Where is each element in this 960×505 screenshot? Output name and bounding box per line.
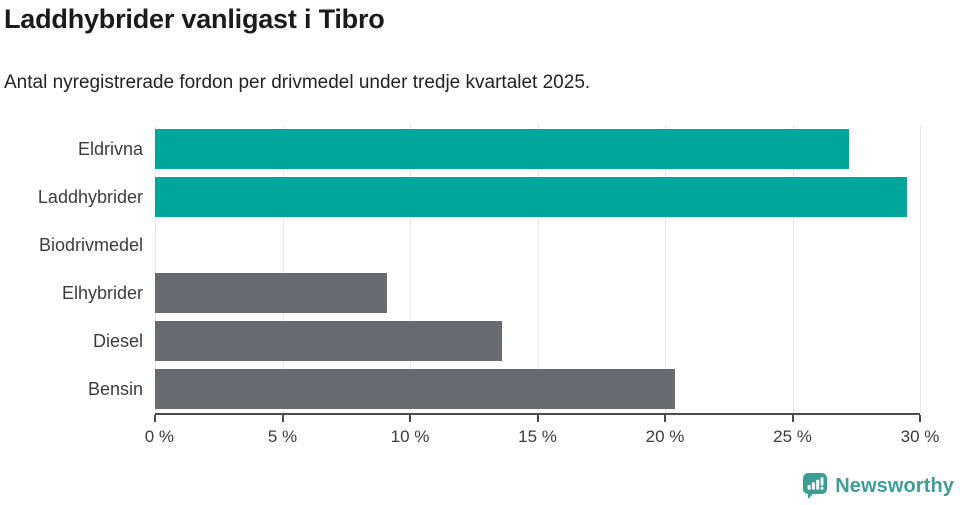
axis-tick-label: 15 % <box>518 427 557 446</box>
chart-title: Laddhybrider vanligast i Tibro <box>4 4 385 34</box>
gridline <box>792 125 794 413</box>
bar-chart: Eldrivna Laddhybrider Biodrivmedel Elhybrid… <box>0 125 939 449</box>
gridline <box>410 125 411 413</box>
axis-tick <box>664 415 666 422</box>
newsworthy-bubble-chart-icon <box>803 473 828 499</box>
axis-tick <box>919 415 921 422</box>
gridline <box>665 125 666 413</box>
bar-bensin <box>155 369 676 409</box>
bar-laddhybrider <box>155 177 908 217</box>
newsworthy-wordmark: Newsworthy <box>835 474 954 497</box>
gridline <box>920 125 921 413</box>
chart-subtitle: Antal nyregistrerade fordon per drivmede… <box>4 72 591 93</box>
axis-tick-label: 10 % <box>390 427 430 446</box>
axis-tick <box>281 415 284 422</box>
y-axis-labels: Eldrivna Laddhybrider Biodrivmedel Elhybrid… <box>0 125 155 413</box>
axis-tick <box>154 415 156 422</box>
category-label: Biodrivmedel <box>38 234 143 255</box>
bar-row <box>155 173 920 221</box>
category-label: Elhybrider <box>61 282 143 303</box>
bar-row <box>155 269 920 317</box>
gridline <box>537 125 539 413</box>
axis-tick-label: 30 % <box>900 427 940 446</box>
axis-tick-label: 5 % <box>267 427 298 446</box>
bar-row <box>155 317 920 365</box>
category-label: Bensin <box>87 378 143 399</box>
bar-elhybrider <box>155 273 388 313</box>
gridlines <box>155 125 921 413</box>
axis-tick-label: 25 % <box>773 427 812 446</box>
bar-row <box>155 365 920 413</box>
category-label: Laddhybrider <box>37 186 143 207</box>
category-label: Eldrivna <box>77 138 143 159</box>
bar-eldrivna <box>155 129 849 169</box>
bar-row <box>155 221 920 269</box>
bar-rows <box>155 125 920 413</box>
plot-area <box>155 125 921 413</box>
bar-diesel <box>155 321 502 361</box>
axis-tick <box>791 415 794 422</box>
axis-tick-label: 20 % <box>645 427 685 446</box>
newsworthy-logo: Newsworthy <box>803 473 954 499</box>
axis-tick <box>409 415 411 422</box>
gridline <box>282 125 284 413</box>
axis-tick <box>536 415 539 422</box>
category-label: Diesel <box>92 330 143 351</box>
gridline <box>155 125 156 413</box>
axis-tick-label: 0 % <box>144 427 175 446</box>
x-axis: 0 % 5 % 10 % 15 % 20 % 25 % 30 % <box>145 413 939 449</box>
bar-row <box>155 125 920 173</box>
